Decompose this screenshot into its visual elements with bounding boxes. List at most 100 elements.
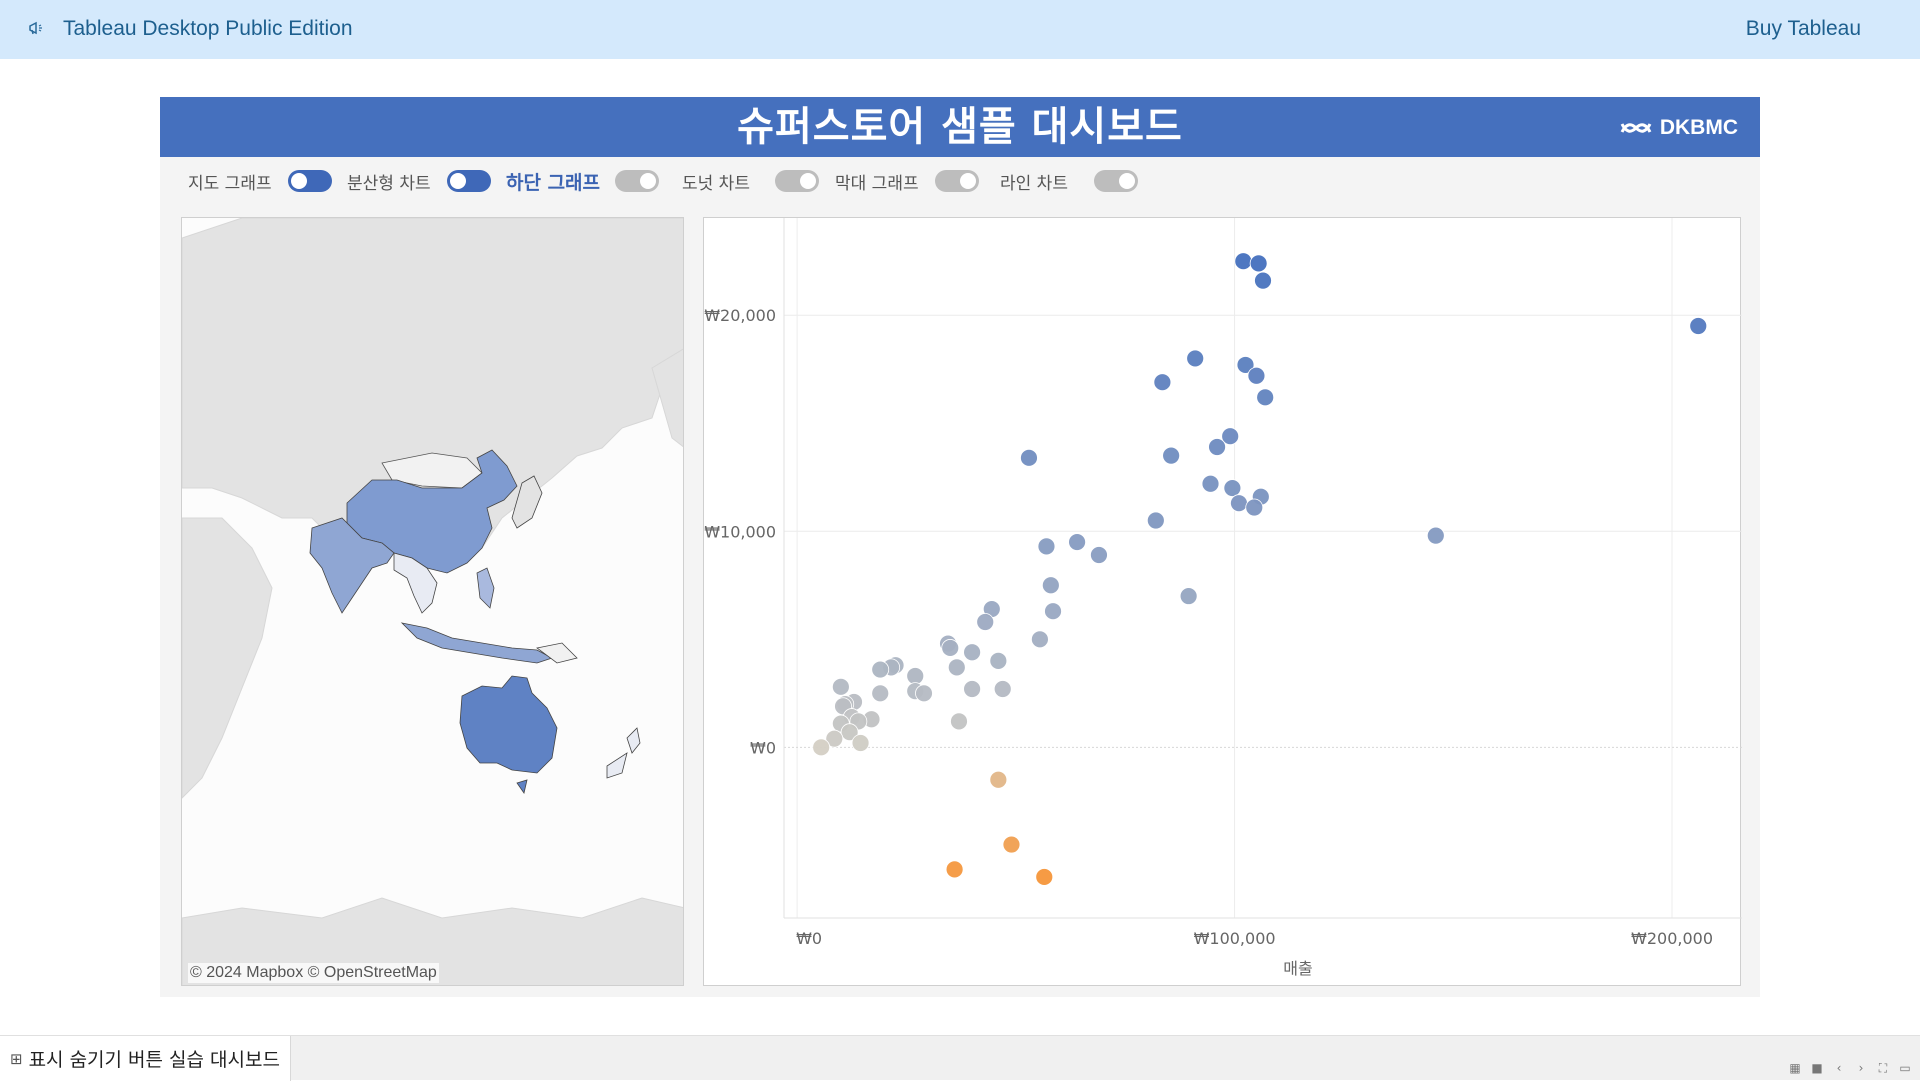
country-philippines <box>476 567 495 609</box>
country-australia <box>459 675 558 774</box>
country-tasmania <box>516 779 528 794</box>
x-axis-title: 매출 <box>1283 959 1312 978</box>
scatter-chart[interactable]: ₩0 ₩100,000 ₩200,000 ₩20,000 ₩10,000 ₩0 매출 <box>703 217 1742 987</box>
tableau-top-bar: Tableau Desktop Public Edition Buy Table… <box>0 0 1920 59</box>
megaphone-icon[interactable] <box>28 20 46 38</box>
filmstrip-icon[interactable]: ■ <box>1811 1061 1823 1075</box>
map-credit[interactable]: © 2024 Mapbox © OpenStreetMap <box>188 963 439 983</box>
scatter-point <box>1044 602 1062 621</box>
logo-text: DKBMC <box>1659 116 1738 139</box>
toggle-line[interactable]: 라인 차트 <box>1000 169 1068 194</box>
scatter-point <box>1146 511 1165 530</box>
scatter-point <box>1201 474 1220 493</box>
scatter-point <box>963 680 982 698</box>
switch-knob <box>1119 173 1135 189</box>
toggle-switch-bottom-graph[interactable] <box>615 170 659 192</box>
sheet-sorter-icon[interactable]: ▦ <box>1789 1061 1801 1075</box>
country-new-zealand <box>606 727 641 779</box>
y-tick-label: ₩0 <box>750 738 776 757</box>
country-png <box>536 642 578 664</box>
toggle-label: 막대 그래프 <box>835 173 919 194</box>
toggle-donut[interactable]: 도넛 차트 <box>682 169 750 194</box>
scatter-point <box>1256 388 1275 407</box>
map-view[interactable]: © 2024 Mapbox © OpenStreetMap <box>181 217 684 986</box>
toggle-map[interactable]: 지도 그래프 <box>188 169 272 194</box>
switch-knob <box>960 173 976 189</box>
scatter-point <box>989 770 1008 789</box>
scatter-point <box>1153 373 1172 392</box>
toggle-label: 도넛 차트 <box>682 173 750 194</box>
toggle-scatter[interactable]: 분산형 차트 <box>347 169 431 194</box>
y-tick-label: ₩10,000 <box>704 522 776 541</box>
switch-knob <box>640 173 656 189</box>
scatter-point <box>950 712 968 731</box>
next-icon[interactable]: › <box>1858 1061 1864 1075</box>
scatter-point <box>831 677 850 696</box>
scatter-point <box>976 613 995 631</box>
scatter-point <box>947 658 966 677</box>
sheet-nav-controls: ▦ ■ ‹ › ⛶ ▭ <box>1788 1062 1912 1074</box>
toggle-bottom-graph[interactable]: 하단 그래프 <box>506 169 601 194</box>
scatter-point <box>993 680 1012 698</box>
scatter-point <box>1186 349 1205 368</box>
scatter-point <box>1179 587 1198 605</box>
scatter-point <box>1223 479 1242 497</box>
fullscreen-icon[interactable]: ⛶ <box>1878 1061 1888 1075</box>
country-india <box>309 517 395 614</box>
toggle-label: 하단 그래프 <box>506 171 601 194</box>
scatter-svg[interactable]: ₩0 ₩100,000 ₩200,000 ₩20,000 ₩10,000 ₩0 매출 <box>704 218 1742 987</box>
buy-tableau-link[interactable]: Buy Tableau <box>1745 17 1861 40</box>
land-north-america <box>651 348 683 448</box>
scatter-point <box>963 643 982 662</box>
scatter-point <box>1041 576 1060 595</box>
map-svg[interactable] <box>182 218 684 986</box>
scatter-point <box>851 734 870 752</box>
switch-knob <box>800 173 816 189</box>
scatter-point <box>1090 546 1108 564</box>
x-tick-label: ₩100,000 <box>1194 929 1276 948</box>
switch-knob <box>291 173 307 189</box>
toggle-switch-donut[interactable] <box>775 170 819 192</box>
toggle-switch-scatter[interactable] <box>447 170 491 192</box>
scatter-point <box>915 684 933 703</box>
scatter-point <box>1208 438 1226 456</box>
scatter-point <box>1068 533 1086 551</box>
toggle-switch-line[interactable] <box>1094 170 1138 192</box>
country-indonesia <box>400 622 554 664</box>
company-logo: DKBMC <box>1618 113 1738 143</box>
scatter-point <box>941 639 960 657</box>
scatter-point <box>1230 494 1248 513</box>
y-tick-label: ₩20,000 <box>704 306 776 325</box>
x-tick-label: ₩200,000 <box>1631 929 1713 948</box>
scatter-point <box>840 723 859 742</box>
scatter-point <box>1162 446 1181 465</box>
dashboard-tab-label: 표시 숨기기 버튼 실습 대시보드 <box>28 1049 280 1071</box>
dashboard-header: 슈퍼스토어 샘플 대시보드 DKBMC <box>160 97 1760 157</box>
toggle-bar-graph[interactable]: 막대 그래프 <box>835 169 919 194</box>
scatter-point <box>1426 526 1445 545</box>
scatter-point <box>1234 252 1253 271</box>
toggle-label: 라인 차트 <box>1000 173 1068 194</box>
toggle-switch-bar-graph[interactable] <box>935 170 979 192</box>
land-africa <box>182 517 273 799</box>
dashboard-tab[interactable]: ⊞ 표시 숨기기 버튼 실습 대시보드 <box>0 1036 291 1081</box>
switch-knob <box>450 173 466 189</box>
previous-icon[interactable]: ‹ <box>1836 1061 1842 1075</box>
country-southeast-asia <box>393 552 438 614</box>
scatter-point <box>1249 254 1268 273</box>
scatter-point <box>1236 356 1255 374</box>
scatter-point <box>1037 537 1056 556</box>
presentation-icon[interactable]: ▭ <box>1899 1061 1911 1075</box>
scatter-point <box>812 738 831 757</box>
scatter-point <box>1035 868 1054 886</box>
dashboard-title: 슈퍼스토어 샘플 대시보드 <box>737 104 1183 150</box>
x-tick-label: ₩0 <box>796 929 822 948</box>
scatter-point <box>871 684 890 703</box>
scatter-point <box>825 729 844 748</box>
scatter-point <box>1247 366 1266 385</box>
scatter-point <box>945 860 964 879</box>
scatter-point <box>1245 498 1264 517</box>
toggle-switch-map[interactable] <box>288 170 332 192</box>
logo-mark-icon <box>1620 123 1652 133</box>
dashboard-canvas: 슈퍼스토어 샘플 대시보드 DKBMC 지도 그래프 분산형 차트 하단 그래프… <box>160 97 1760 997</box>
